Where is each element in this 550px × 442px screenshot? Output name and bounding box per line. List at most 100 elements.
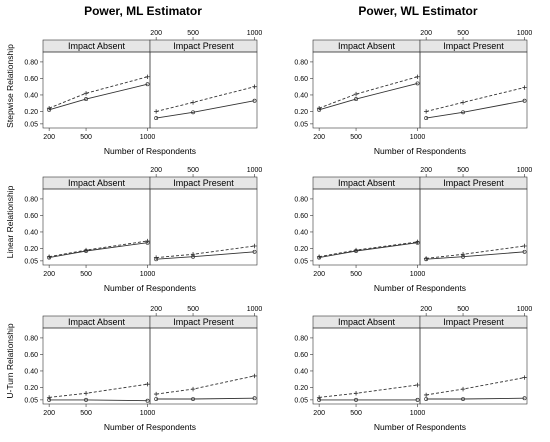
- panel-ml-stepwise-impact-present: Impact Present 200 500 1000: [149, 30, 262, 129]
- data-point-circle: [415, 81, 420, 86]
- y-tick-label: 0.05: [294, 258, 308, 265]
- plot-frame: [419, 51, 528, 129]
- panel-ml-stepwise-impact-absent: Impact Absent 200 500 1000 0.05 0.20 0.40 0.60 0…: [24, 39, 196, 156]
- x-tick-label: 1000: [140, 271, 156, 278]
- y-tick-label: 0.05: [24, 258, 38, 265]
- x-tick-label: 200: [420, 30, 432, 37]
- panel-ml-linear-impact-absent: Impact Absent 200 500 1000 0.05 0.20 0.40 0.60 0…: [24, 176, 196, 293]
- data-point-plus: [83, 391, 89, 396]
- y-tick-label: 0.20: [294, 246, 308, 253]
- data-point-plus: [353, 91, 359, 97]
- x-tick-label: 1000: [410, 410, 426, 417]
- data-point-circle: [424, 116, 429, 121]
- data-point-plus: [415, 382, 420, 388]
- x-tick-label: 200: [150, 30, 162, 37]
- y-tick-label: 0.40: [24, 92, 38, 99]
- data-point-circle: [145, 240, 150, 245]
- data-point-plus: [522, 243, 527, 249]
- series-line-solid: [426, 100, 525, 119]
- data-point-plus: [423, 109, 429, 114]
- data-point-circle: [354, 397, 358, 402]
- x-tick-label: 1000: [517, 167, 533, 174]
- x-tick-label: 200: [313, 271, 325, 278]
- plot-frame: [312, 327, 421, 405]
- y-tick-label: 0.05: [294, 121, 308, 128]
- x-tick-label: 1000: [517, 30, 533, 37]
- series-line-dashed: [49, 240, 148, 258]
- data-point-plus: [190, 386, 196, 392]
- data-point-plus: [145, 74, 150, 79]
- x-tick-label: 500: [80, 134, 92, 141]
- strip-label: Impact Present: [173, 41, 234, 51]
- title-wl-estimator: Power, WL Estimator: [358, 4, 477, 18]
- plot-frame: [149, 327, 258, 405]
- x-tick-label: 500: [457, 306, 469, 313]
- y-tick-label: 0.20: [294, 109, 308, 116]
- row-label-stepwise: Stepwise Relationship: [5, 44, 15, 128]
- x-tick-label: 200: [43, 134, 55, 141]
- data-point-circle: [47, 107, 52, 112]
- series-line-solid: [319, 242, 418, 259]
- x-tick-label: 200: [420, 167, 432, 174]
- series-line-solid: [48, 83, 148, 111]
- plot-frame: [149, 188, 258, 266]
- data-point-circle: [252, 98, 257, 103]
- series-line-dashed: [425, 87, 525, 112]
- x-axis-label: Number of Respondents: [374, 422, 466, 432]
- y-tick-label: 0.40: [24, 229, 38, 236]
- plot-frame: [42, 51, 151, 129]
- y-tick-label: 0.80: [294, 59, 308, 66]
- data-point-circle: [461, 397, 465, 401]
- data-point-circle: [154, 116, 159, 121]
- y-tick-label: 0.60: [24, 213, 38, 220]
- data-point-plus: [145, 381, 150, 387]
- x-tick-label: 1000: [247, 306, 263, 313]
- row-label-uturn: U-Turn Relationship: [5, 323, 15, 399]
- x-tick-label: 1000: [140, 134, 156, 141]
- x-tick-label: 500: [350, 410, 362, 417]
- x-tick-label: 200: [420, 306, 432, 313]
- strip-label: Impact Present: [443, 41, 504, 51]
- x-tick-label: 1000: [410, 134, 426, 141]
- data-point-plus: [423, 392, 429, 398]
- series-line-dashed: [426, 377, 525, 396]
- data-point-plus: [252, 373, 257, 379]
- y-tick-label: 0.60: [294, 352, 308, 359]
- data-point-plus: [460, 252, 466, 257]
- x-axis-label: Number of Respondents: [104, 146, 196, 156]
- y-tick-label: 0.60: [24, 76, 38, 83]
- data-point-circle: [424, 397, 429, 401]
- plot-frame: [419, 327, 528, 405]
- data-point-circle: [252, 396, 257, 401]
- data-point-circle: [317, 255, 322, 260]
- strip-label: Impact Absent: [68, 317, 126, 327]
- data-point-circle: [191, 254, 195, 259]
- y-tick-label: 0.80: [24, 59, 38, 66]
- panel-wl-linear-impact-absent: Impact Absent 200 500 1000 0.05 0.20 0.40 0.60 0…: [294, 176, 466, 293]
- y-tick-label: 0.20: [24, 246, 38, 253]
- x-tick-label: 200: [43, 410, 55, 417]
- data-point-circle: [252, 249, 257, 254]
- data-point-plus: [153, 391, 159, 397]
- data-point-plus: [415, 74, 420, 79]
- x-tick-label: 1000: [517, 306, 533, 313]
- panel-wl-stepwise-impact-absent: Impact Absent 200 500 1000 0.05 0.20 0.40 0.60 0…: [294, 39, 466, 156]
- y-tick-label: 0.80: [24, 196, 38, 203]
- data-point-plus: [46, 395, 52, 400]
- x-tick-label: 200: [43, 271, 55, 278]
- strip-label: Impact Absent: [338, 178, 396, 188]
- data-point-circle: [461, 110, 465, 115]
- x-tick-label: 1000: [140, 410, 156, 417]
- x-axis-label: Number of Respondents: [104, 422, 196, 432]
- data-point-circle: [424, 257, 429, 262]
- data-point-circle: [84, 397, 88, 402]
- data-point-plus: [316, 395, 322, 400]
- x-tick-label: 200: [150, 167, 162, 174]
- data-point-circle: [154, 397, 159, 401]
- x-tick-label: 500: [187, 306, 199, 313]
- series-line-dashed: [318, 76, 418, 109]
- title-ml-estimator: Power, ML Estimator: [84, 4, 202, 18]
- panel-ml-u-turn-impact-absent: Impact Absent 200 500 1000 0.05 0.20 0.40 0.60 0…: [24, 315, 196, 432]
- data-point-circle: [415, 240, 420, 245]
